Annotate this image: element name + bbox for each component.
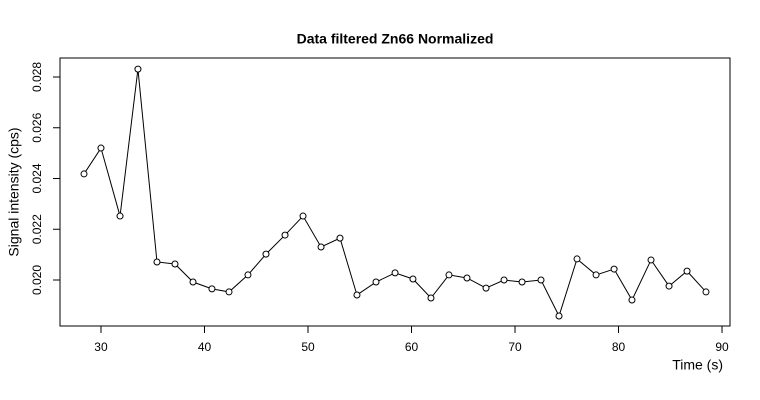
data-point — [336, 234, 344, 242]
data-point — [409, 275, 417, 283]
x-tick-label: 40 — [198, 340, 212, 354]
data-point — [628, 296, 636, 304]
data-point — [555, 312, 563, 320]
data-point — [573, 255, 581, 263]
data-point — [353, 291, 361, 299]
data-point — [134, 65, 142, 73]
x-tick-label: 60 — [405, 340, 419, 354]
y-axis-title: Signal intensity (cps) — [6, 127, 22, 256]
data-point — [299, 212, 307, 220]
data-point — [463, 274, 471, 282]
data-point — [391, 269, 399, 277]
data-line — [83, 69, 707, 318]
x-tick-label: 70 — [508, 340, 522, 354]
data-point — [244, 271, 252, 279]
data-point — [372, 278, 380, 286]
y-tick-label: 0.022 — [30, 214, 44, 244]
data-point — [500, 276, 508, 284]
data-point — [153, 258, 161, 266]
data-point — [610, 265, 618, 273]
x-axis-title: Time (s) — [672, 357, 723, 373]
data-point — [225, 288, 233, 296]
y-tick-label: 0.028 — [30, 62, 44, 92]
data-point — [445, 271, 453, 279]
data-point — [80, 170, 88, 178]
data-point — [647, 256, 655, 264]
y-tick-label: 0.026 — [30, 112, 44, 142]
data-point — [482, 284, 490, 292]
plot-frame — [59, 57, 731, 327]
data-point — [97, 144, 105, 152]
data-point — [702, 288, 710, 296]
x-tick-label: 90 — [715, 340, 729, 354]
data-point — [518, 278, 526, 286]
data-point — [537, 276, 545, 284]
data-point — [262, 250, 270, 258]
y-tick-label: 0.020 — [30, 265, 44, 295]
data-point — [665, 282, 673, 290]
data-point — [592, 271, 600, 279]
data-point — [317, 243, 325, 251]
data-point — [427, 294, 435, 302]
x-tick-label: 30 — [94, 340, 108, 354]
x-tick-label: 50 — [301, 340, 315, 354]
x-tick-label: 80 — [612, 340, 626, 354]
data-point — [281, 231, 289, 239]
chart-title: Data filtered Zn66 Normalized — [297, 31, 494, 47]
data-point — [116, 212, 124, 220]
data-point — [683, 267, 691, 275]
data-point — [171, 260, 179, 268]
data-point — [208, 285, 216, 293]
y-tick-label: 0.024 — [30, 163, 44, 193]
data-point — [189, 278, 197, 286]
